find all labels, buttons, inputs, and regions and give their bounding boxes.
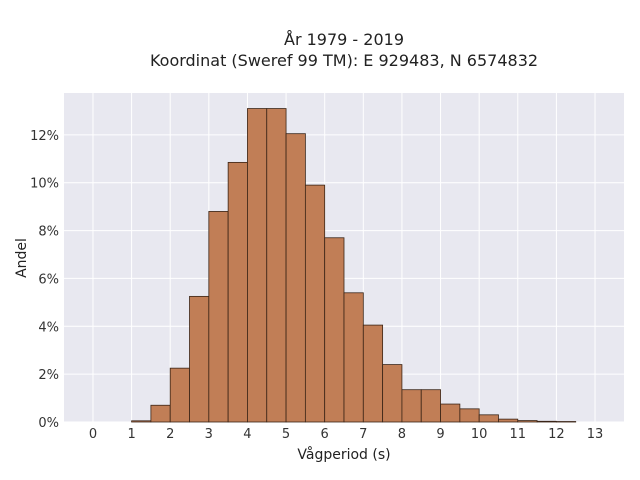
- histogram-bar: [536, 420, 557, 423]
- histogram-bar: [247, 108, 268, 423]
- x-tick-label: 3: [205, 427, 213, 442]
- histogram-bar: [343, 292, 364, 423]
- x-tick-label: 8: [398, 427, 406, 442]
- y-tick-label: 2%: [38, 368, 59, 383]
- chart-subtitle: Koordinat (Sweref 99 TM): E 929483, N 65…: [149, 51, 539, 70]
- x-tick-label: 13: [587, 427, 604, 442]
- histogram-bar: [498, 418, 519, 423]
- x-tick-label: 2: [166, 427, 174, 442]
- x-tick-label: 10: [471, 427, 488, 442]
- chart-title: År 1979 - 2019: [284, 30, 404, 49]
- y-tick-label: 0%: [38, 416, 59, 431]
- x-tick-label: 9: [436, 427, 444, 442]
- y-axis-label: Andel: [14, 238, 30, 278]
- histogram-bar: [304, 184, 326, 423]
- histogram-bar: [382, 364, 403, 423]
- histogram-bar: [150, 404, 171, 423]
- histogram-bar: [266, 108, 287, 423]
- histogram-bar: [478, 414, 499, 423]
- histogram-bar: [131, 420, 152, 423]
- x-tick-label: 0: [89, 427, 97, 442]
- y-tick-label: 10%: [30, 177, 59, 192]
- histogram-bar: [517, 420, 538, 423]
- y-tick-label: 8%: [38, 225, 59, 240]
- y-tick-label: 6%: [38, 272, 59, 287]
- histogram-bar: [227, 161, 248, 423]
- x-tick-label: 1: [127, 427, 135, 442]
- histogram-bar: [189, 295, 210, 423]
- histogram-bar: [401, 389, 422, 423]
- x-axis-label: Vågperiod (s): [297, 447, 391, 463]
- histogram-bar: [324, 237, 345, 423]
- x-tick-label: 11: [510, 427, 527, 442]
- histogram-bar: [285, 133, 306, 423]
- x-tick-label: 6: [321, 427, 329, 442]
- histogram-bar: [459, 408, 480, 423]
- y-tick-label: 12%: [30, 129, 59, 144]
- histogram-bar: [169, 367, 190, 423]
- y-tick-label: 4%: [38, 320, 59, 335]
- histogram-bar: [362, 324, 384, 423]
- histogram-bar: [420, 389, 441, 423]
- x-tick-label: 12: [548, 427, 565, 442]
- x-tick-label: 7: [359, 427, 367, 442]
- histogram-bar: [440, 403, 461, 423]
- x-tick-label: 5: [282, 427, 290, 442]
- histogram-bar: [556, 421, 577, 423]
- x-tick-label: 4: [243, 427, 251, 442]
- histogram-bar: [208, 211, 229, 423]
